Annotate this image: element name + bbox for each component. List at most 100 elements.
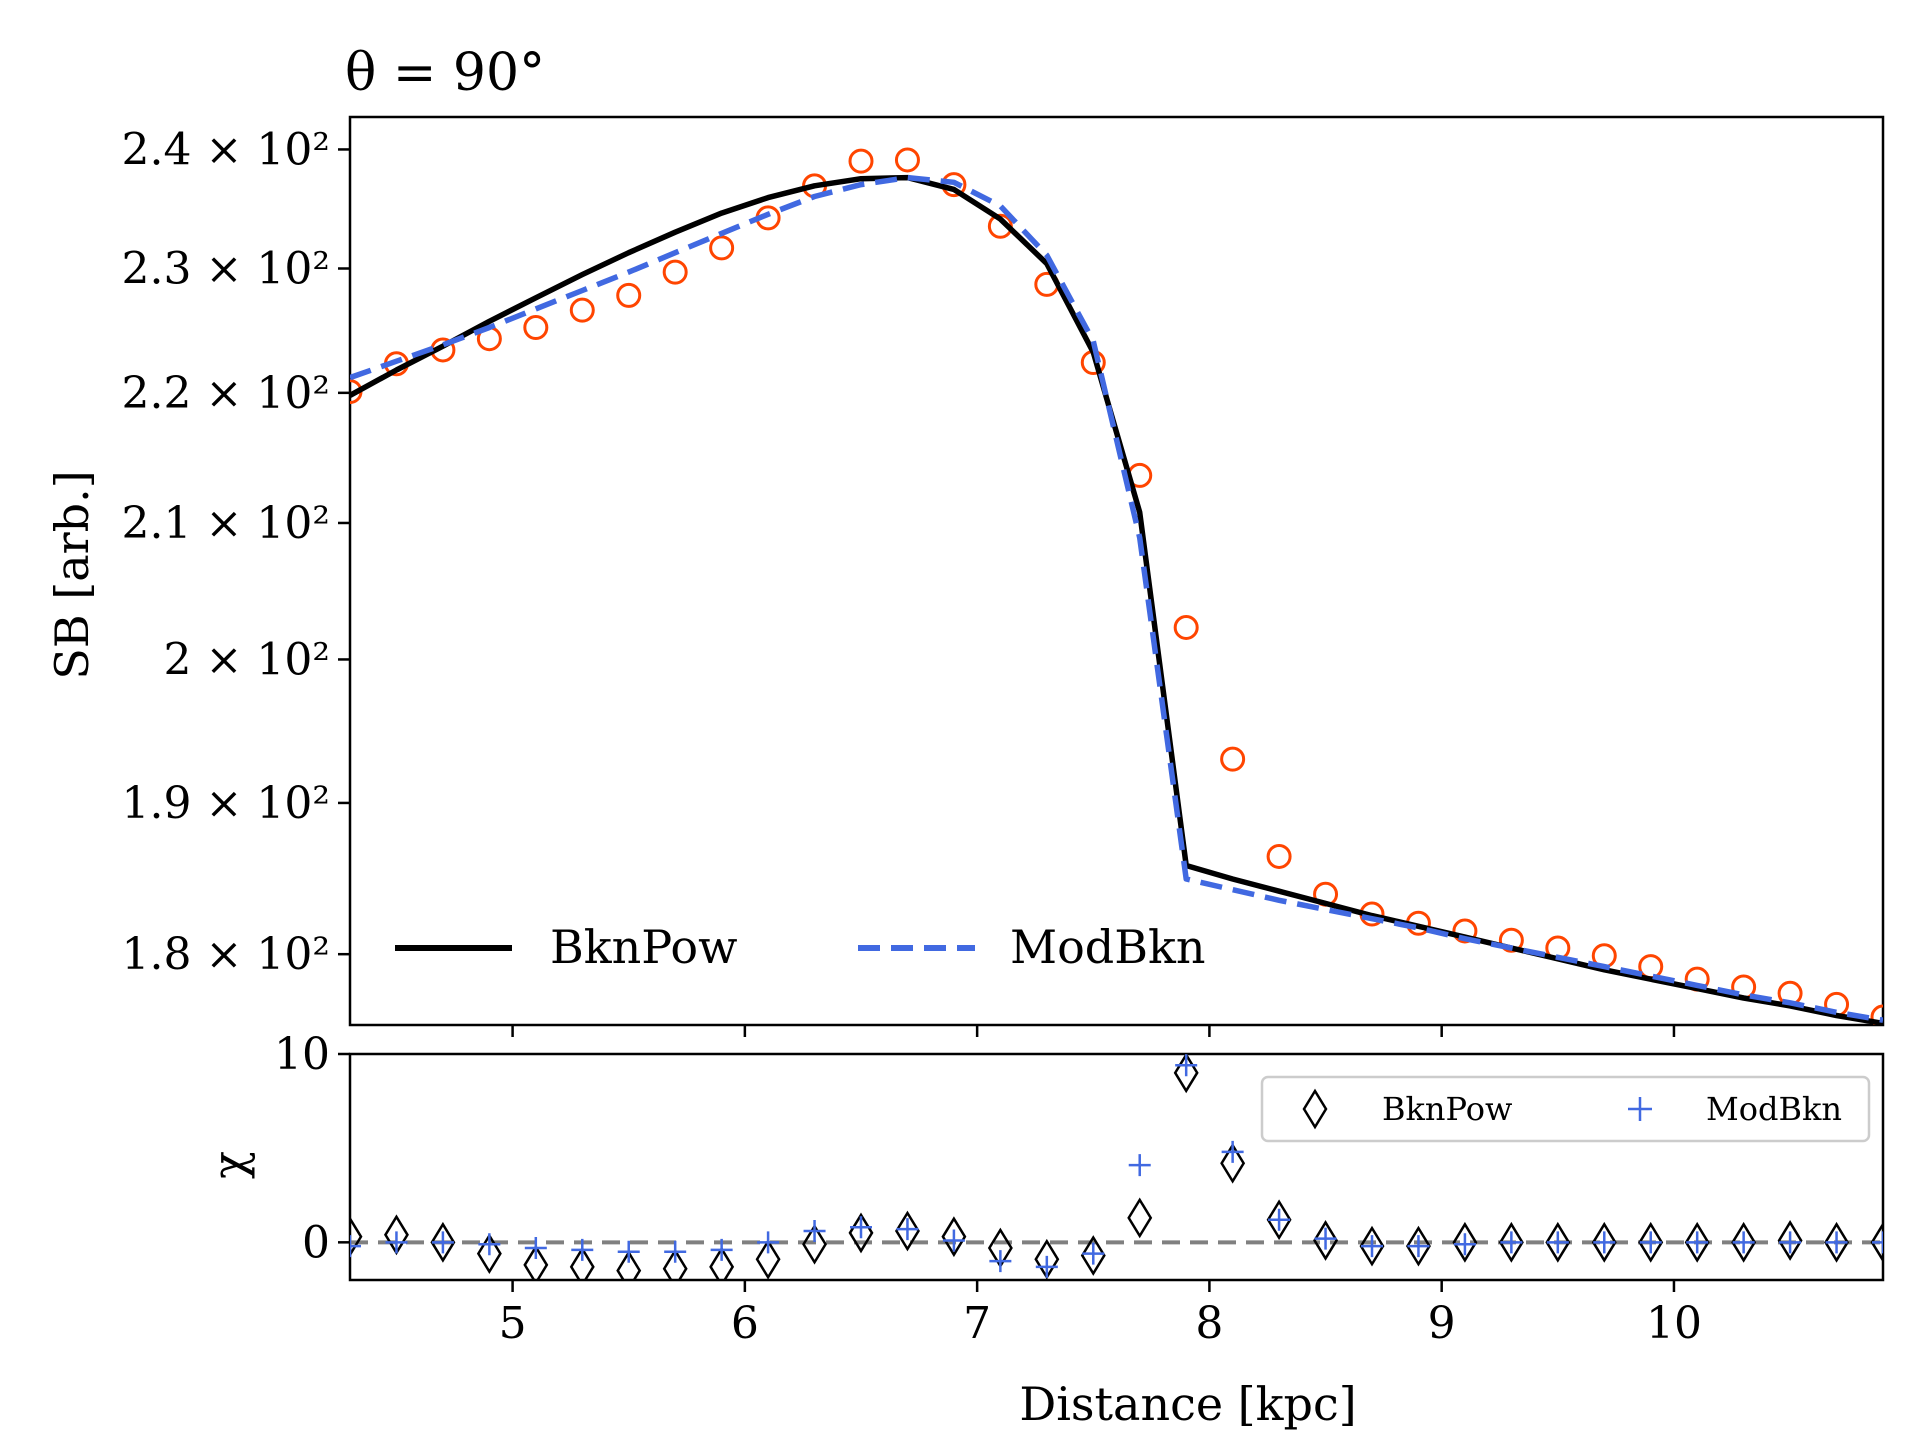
residual-point-modbkn [1825,1231,1848,1254]
main-y-tick-label: 2.4 × 10² [122,124,330,175]
residual-y-tick-label: 10 [274,1029,330,1080]
data-point [894,147,920,173]
residual-point-modbkn [942,1229,965,1252]
residual-point-bknpow [1127,1197,1153,1239]
x-tick-label: 10 [1646,1298,1702,1349]
residual-point-bknpow [662,1248,688,1280]
residual-point-modbkn [1128,1154,1151,1177]
main-series-layer [350,147,1883,1025]
legend-modbkn-marker [1628,1097,1652,1121]
residual-point-bknpow [430,1221,456,1263]
main-y-tick-label: 2.3 × 10² [122,243,330,294]
residual-point-bknpow [1452,1221,1478,1263]
residual-point-modbkn [1453,1233,1476,1256]
main-y-tick-label: 1.8 × 10² [122,929,330,980]
residual-plot-frame [348,1052,1885,1282]
legend-modbkn-label: ModBkn [1010,920,1206,974]
main-legend: BknPow ModBkn [395,920,1206,974]
main-y-tick-label: 2.1 × 10² [122,498,330,549]
residual-point-modbkn [1407,1235,1430,1258]
residual-point-bknpow [1080,1235,1106,1276]
residual-point-modbkn [1361,1235,1383,1258]
x-tick-label: 7 [963,1298,991,1349]
series-line-bknpow [350,174,1883,1025]
data-point [1173,614,1199,640]
residual-point-modbkn [1546,1231,1569,1254]
residual-point-bknpow [1220,1142,1246,1184]
residual-point-bknpow [941,1216,967,1258]
residual-point-bknpow [1870,1221,1883,1263]
legend-bknpow-marker [1302,1088,1328,1130]
data-point [523,314,549,340]
data-point [662,259,688,285]
residual-point-bknpow [1638,1221,1664,1263]
main-axis-ticks: 1.8 × 10² 1.9 × 10² 2 × 10² 2.1 × 10² 2.2 × … [122,124,1676,1037]
residual-point-modbkn [571,1238,594,1261]
x-axis-label: Distance [kpc] [1019,1377,1356,1431]
residual-point-bknpow [1359,1225,1385,1267]
residual-y-axis-label: χ [202,1151,256,1179]
x-tick-label: 5 [499,1298,527,1349]
residual-point-bknpow [350,1216,363,1258]
residual-point-modbkn [1314,1227,1337,1250]
data-point [616,282,642,308]
main-plot-frame [348,115,1885,1027]
main-y-axis-label: SB [arb.] [45,470,99,679]
chart-title: θ = 90° [345,43,545,103]
residual-point-bknpow [1591,1221,1617,1263]
residual-point-bknpow [1545,1221,1571,1263]
residual-point-modbkn [1221,1140,1244,1163]
x-tick-label: 9 [1428,1298,1456,1349]
residual-point-bknpow [1684,1221,1710,1263]
residual-point-bknpow [1824,1221,1850,1263]
residual-point-modbkn [617,1240,640,1263]
residual-point-bknpow [569,1246,595,1280]
residual-point-modbkn [431,1231,454,1254]
residual-point-modbkn [1500,1231,1523,1254]
residual-point-modbkn [1732,1231,1755,1254]
residual-point-modbkn [1268,1208,1291,1231]
residual-point-modbkn [850,1216,872,1239]
residual-point-modbkn [1175,1054,1198,1077]
residual-point-modbkn [478,1233,501,1256]
residual-axis-ticks: 5 6 7 8 9 10 0 10 [274,1029,1702,1349]
residual-point-bknpow [755,1238,781,1280]
main-y-tick-label: 2.2 × 10² [122,368,330,419]
data-point [569,297,595,323]
series-line-modbkn [350,174,1883,1023]
residual-point-modbkn [896,1218,919,1241]
residual-point-bknpow [894,1210,920,1252]
residual-point-bknpow [523,1244,549,1280]
legend-bknpow-label: BknPow [550,920,737,974]
data-point [1266,843,1292,869]
residual-point-modbkn [664,1240,687,1263]
data-point [1452,918,1478,944]
residual-point-bknpow [1731,1221,1757,1263]
x-tick-label: 6 [731,1298,759,1349]
residual-series-layer [350,1054,1883,1280]
residual-point-modbkn [1872,1231,1883,1254]
residual-point-modbkn [1593,1231,1616,1254]
x-tick-label: 8 [1195,1298,1223,1349]
data-point [848,148,874,174]
residual-point-modbkn [385,1231,408,1254]
residual-point-modbkn [1082,1242,1105,1265]
residual-point-modbkn [350,1235,361,1258]
residual-point-modbkn [803,1220,826,1243]
residual-point-bknpow [709,1246,735,1280]
residual-point-bknpow [802,1223,828,1265]
residual-legend-bknpow-label: BknPow [1382,1090,1512,1128]
main-y-tick-label: 2 × 10² [164,634,330,685]
data-point [1498,927,1524,953]
residual-point-bknpow [1498,1221,1524,1263]
residual-point-bknpow [1266,1199,1292,1241]
residual-y-tick-label: 0 [302,1217,330,1268]
main-y-tick-label: 1.9 × 10² [122,778,330,829]
residual-point-bknpow [1777,1220,1803,1261]
residual-legend-modbkn-label: ModBkn [1706,1090,1842,1128]
residual-point-bknpow [1173,1054,1199,1094]
data-point [1638,954,1664,980]
residual-point-modbkn [710,1238,733,1261]
residual-point-modbkn [524,1236,547,1259]
